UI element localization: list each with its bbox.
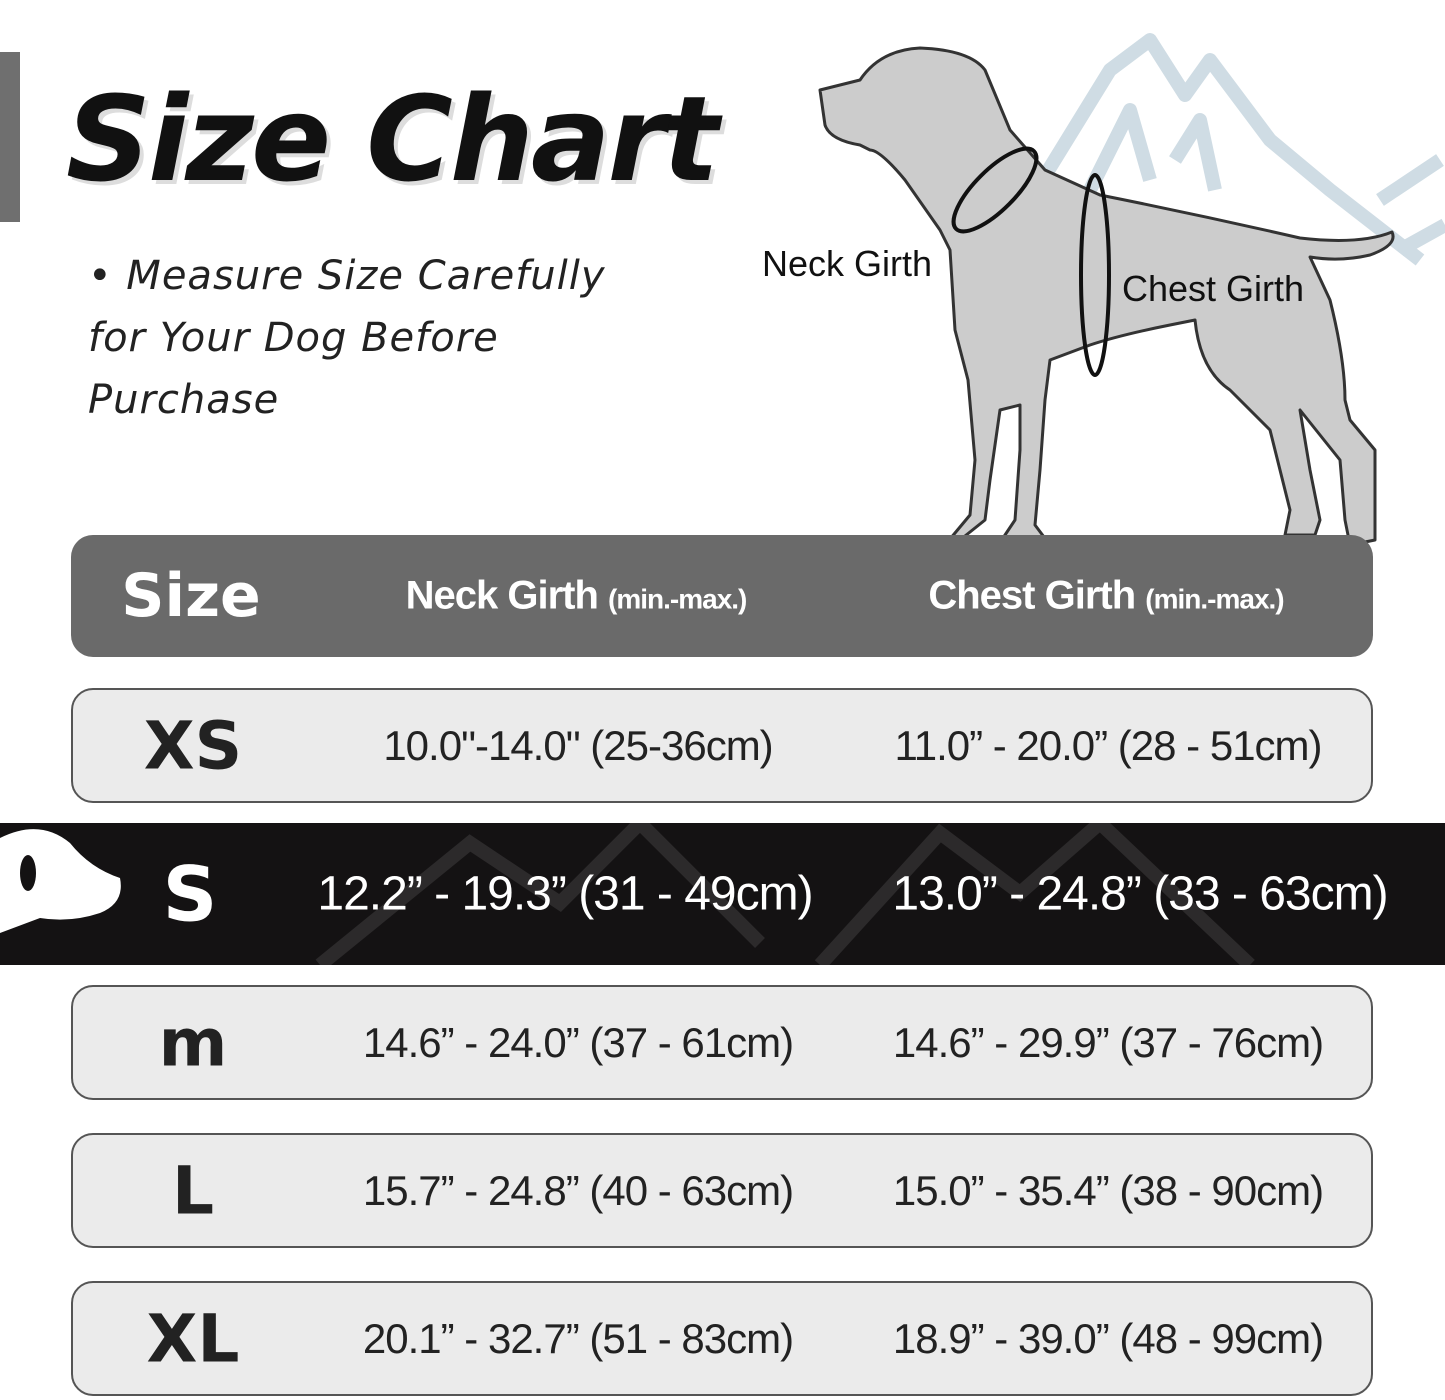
chest-cell: 13.0” - 24.8” (33 - 63cm) xyxy=(892,867,1388,921)
subtitle-line: for Your Dog Before xyxy=(88,315,499,361)
header-size: Size xyxy=(121,561,261,631)
neck-cell: 20.1” - 32.7” (51 - 83cm) xyxy=(362,1314,794,1362)
size-cell: XS xyxy=(143,707,243,784)
subtitle-line: Purchase xyxy=(88,377,280,423)
chest-cell: 15.0” - 35.4” (38 - 90cm) xyxy=(892,1166,1324,1214)
neck-cell: 14.6” - 24.0” (37 - 61cm) xyxy=(362,1018,794,1066)
neck-girth-label: Neck Girth xyxy=(762,243,933,284)
chest-cell: 14.6” - 29.9” (37 - 76cm) xyxy=(892,1018,1324,1066)
table-row: L 15.7” - 24.8” (40 - 63cm) 15.0” - 35.4… xyxy=(71,1133,1373,1248)
dog-measurement-diagram xyxy=(818,33,1445,560)
dog-head-icon xyxy=(0,829,121,933)
chest-cell: 11.0” - 20.0” (28 - 51cm) xyxy=(894,721,1322,769)
size-cell: XL xyxy=(146,1300,240,1377)
table-row-highlighted: S 12.2” - 19.3” (31 - 49cm) 13.0” - 24.8… xyxy=(0,823,1445,965)
page-title: Size Chart xyxy=(66,70,719,208)
size-cell: S xyxy=(162,849,218,939)
neck-cell: 12.2” - 19.3” (31 - 49cm) xyxy=(317,867,813,921)
neck-cell: 10.0"-14.0" (25-36cm) xyxy=(383,721,773,769)
size-cell: L xyxy=(171,1152,215,1229)
chest-cell: 18.9” - 39.0” (48 - 99cm) xyxy=(892,1314,1324,1362)
mountain-illustration xyxy=(1024,33,1445,266)
table-header: Size Neck Girth (min.-max.) Chest Girth … xyxy=(71,535,1373,657)
table-row: XL 20.1” - 32.7” (51 - 83cm) 18.9” - 39.… xyxy=(71,1281,1373,1396)
mountain-watermark xyxy=(315,823,1255,965)
accent-bar xyxy=(0,52,20,222)
neck-girth-loop xyxy=(951,146,1039,234)
table-row: XS 10.0"-14.0" (25-36cm) 11.0” - 20.0” (… xyxy=(71,688,1373,803)
subtitle-line: • Measure Size Carefully xyxy=(88,253,606,299)
header-chest: Chest Girth (min.-max.) xyxy=(928,573,1284,618)
size-cell: m xyxy=(158,1004,228,1081)
header-neck: Neck Girth (min.-max.) xyxy=(405,573,748,618)
chest-girth-loop xyxy=(1079,173,1111,377)
chest-girth-label: Chest Girth xyxy=(1122,268,1305,309)
table-row: m 14.6” - 24.0” (37 - 61cm) 14.6” - 29.9… xyxy=(71,985,1373,1100)
neck-cell: 15.7” - 24.8” (40 - 63cm) xyxy=(362,1166,794,1214)
subtitle: • Measure Size Carefully for Your Dog Be… xyxy=(88,245,606,431)
